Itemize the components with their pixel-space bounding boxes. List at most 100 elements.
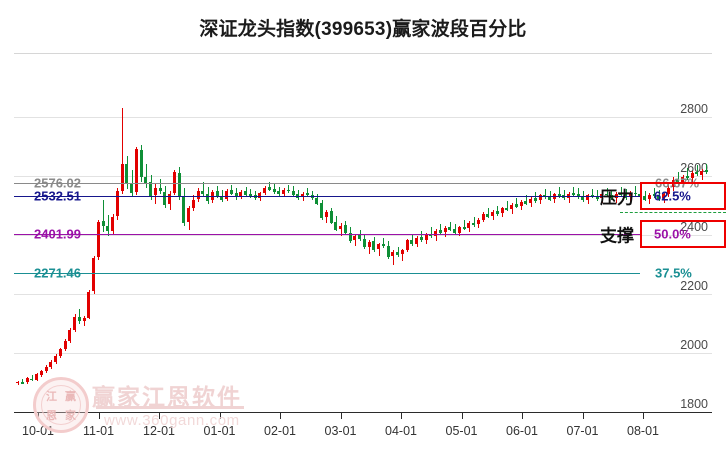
candle-body [533, 198, 537, 201]
candle-wick [563, 189, 565, 201]
candle-body [163, 191, 167, 205]
candle-body [643, 196, 647, 200]
candle-wick [231, 184, 233, 196]
x-axis-tick-label: 05-01 [445, 424, 478, 438]
seal-char: 江 [46, 390, 57, 403]
candle-body [519, 201, 523, 207]
candle-body [529, 199, 533, 204]
page-title: 深证龙头指数(399653)赢家波段百分比 [199, 19, 527, 40]
candle-body [253, 195, 257, 199]
candle-wick [31, 375, 33, 381]
candle-body [49, 362, 53, 367]
candle-body [662, 194, 666, 199]
candle-body [476, 220, 480, 225]
candle-wick [696, 164, 698, 176]
candle-body [39, 370, 43, 375]
fib-price-label: 2532.51 [34, 188, 81, 204]
candle-wick [677, 172, 679, 185]
fib-price-label: 2576.02 [34, 175, 81, 191]
y-axis-tick-label: 2600 [680, 161, 708, 175]
candle-body [419, 237, 423, 241]
plot-area: 2800 2600 2400 2200 2000 1800 [14, 53, 712, 413]
candle-body [286, 189, 290, 192]
candle-body [495, 211, 499, 214]
candle-wick [84, 315, 86, 326]
seal-char: 赢 [65, 390, 76, 403]
candle-wick [578, 188, 580, 199]
fib-line-50.0 [14, 234, 640, 236]
candle-body [153, 187, 157, 196]
watermark-brand: 赢家江恩软件 [92, 384, 242, 410]
candle-body [567, 193, 571, 198]
candle-body [481, 214, 485, 220]
candle-wick [464, 219, 466, 231]
candle-body [633, 192, 637, 195]
candle-body [30, 378, 34, 381]
candle-body [35, 374, 39, 380]
candle-body [77, 316, 81, 322]
candle-body [115, 191, 119, 217]
candle-wick [107, 214, 109, 236]
x-axis-tick-mark [340, 412, 342, 419]
candle-body [272, 188, 276, 192]
candle-body [700, 170, 704, 175]
x-axis-line [14, 412, 712, 413]
candle-body [581, 196, 585, 201]
candle-body [329, 211, 333, 223]
candle-body [134, 149, 138, 192]
fib-line-37.5 [14, 272, 640, 274]
candle-body [68, 329, 72, 341]
candle-body [348, 232, 352, 241]
candle-body [58, 349, 62, 356]
y-axis-tick-label: 2800 [680, 102, 708, 116]
candle-wick [620, 187, 622, 197]
fib-price-label: 2271.46 [34, 265, 81, 281]
candle-body [54, 355, 58, 363]
y-axis-tick-label: 2200 [680, 279, 708, 293]
candle-wick [635, 186, 637, 197]
candle-body [244, 191, 248, 195]
candle-body [172, 172, 176, 194]
candle-body [614, 193, 618, 198]
candle-body [576, 194, 580, 198]
candle-body [586, 195, 590, 200]
candle-wick [307, 188, 309, 198]
x-axis-tick-label: 06-01 [506, 424, 538, 438]
candle-body [685, 176, 689, 179]
candle-body [647, 194, 651, 199]
candle-body [562, 195, 566, 199]
watermark-url: www.360gann.com [104, 412, 240, 429]
candle-wick [145, 163, 147, 188]
candle-body [405, 240, 409, 250]
candle-wick [573, 186, 575, 197]
x-axis-tick-label: 01-01 [203, 424, 236, 438]
candle-body [381, 243, 385, 247]
candle-body [339, 225, 343, 230]
candle-body [16, 381, 20, 384]
candle-wick [402, 249, 404, 261]
candle-body [225, 190, 229, 199]
candle-wick [706, 163, 708, 175]
candle-body [320, 203, 324, 218]
candle-body [377, 244, 381, 250]
candle-wick [544, 188, 546, 199]
candle-body [182, 196, 186, 223]
candle-body [590, 194, 594, 197]
candle-wick [103, 199, 105, 233]
plot-top-border [14, 53, 712, 54]
candle-wick [506, 200, 508, 212]
candle-body [424, 235, 428, 240]
candle-body [125, 163, 129, 185]
candle-wick [611, 189, 613, 201]
candle-body [486, 213, 490, 217]
candle-body [111, 216, 115, 231]
candle-body [234, 193, 238, 198]
candle-body [453, 229, 457, 234]
candle-body [372, 241, 376, 250]
candle-wick [654, 188, 656, 198]
candle-body [605, 193, 609, 196]
candle-body [448, 227, 452, 230]
candle-body [130, 183, 134, 193]
candle-body [177, 173, 181, 197]
candle-wick [383, 237, 385, 248]
